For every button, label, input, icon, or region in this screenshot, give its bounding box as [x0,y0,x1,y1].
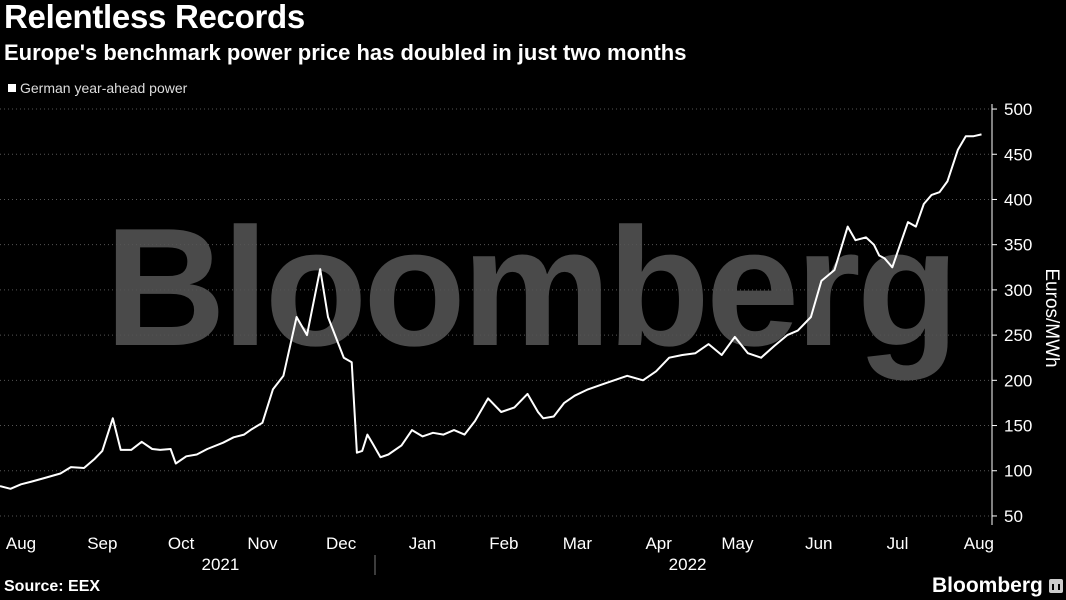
y-tick-label: 50 [1004,507,1023,526]
y-tick-label: 300 [1004,281,1032,300]
x-tick-label: Apr [645,534,672,553]
y-tick-label: 250 [1004,326,1032,345]
x-tick-label: Jul [887,534,909,553]
year-label: 2022 [669,555,707,574]
brand-logo: Bloomberg [932,574,1063,598]
y-tick-label: 400 [1004,190,1032,209]
brand-text: Bloomberg [932,574,1043,597]
x-tick-label: Aug [6,534,36,553]
y-tick-label: 100 [1004,462,1032,481]
y-tick-label: 450 [1004,145,1032,164]
y-tick-label: 500 [1004,100,1032,119]
year-label: 2021 [202,555,240,574]
x-tick-label: Nov [247,534,278,553]
x-tick-label: Aug [964,534,994,553]
y-tick-label: 200 [1004,371,1032,390]
x-tick-label: Mar [563,534,593,553]
legend-label: German year-ahead power [20,80,188,96]
x-tick-label: Feb [489,534,518,553]
x-tick-label: May [721,534,754,553]
legend-swatch [8,84,16,92]
y-axis-label: Euros/MWh [1041,268,1062,367]
x-tick-label: Dec [326,534,357,553]
chart-icon [1048,579,1063,593]
chart-title: Relentless Records [4,0,305,35]
watermark-text: Bloomberg [105,193,956,381]
x-tick-label: Jan [409,534,436,553]
x-tick-label: Jun [805,534,832,553]
legend: German year-ahead power [8,80,187,96]
x-tick-label: Sep [87,534,117,553]
series-line-german-year-ahead-power [0,133,982,490]
chart-subtitle: Europe's benchmark power price has doubl… [4,40,687,65]
x-tick-label: Oct [168,534,195,553]
y-tick-label: 350 [1004,236,1032,255]
source-note: Source: EEX [4,578,101,595]
y-tick-label: 150 [1004,417,1032,436]
